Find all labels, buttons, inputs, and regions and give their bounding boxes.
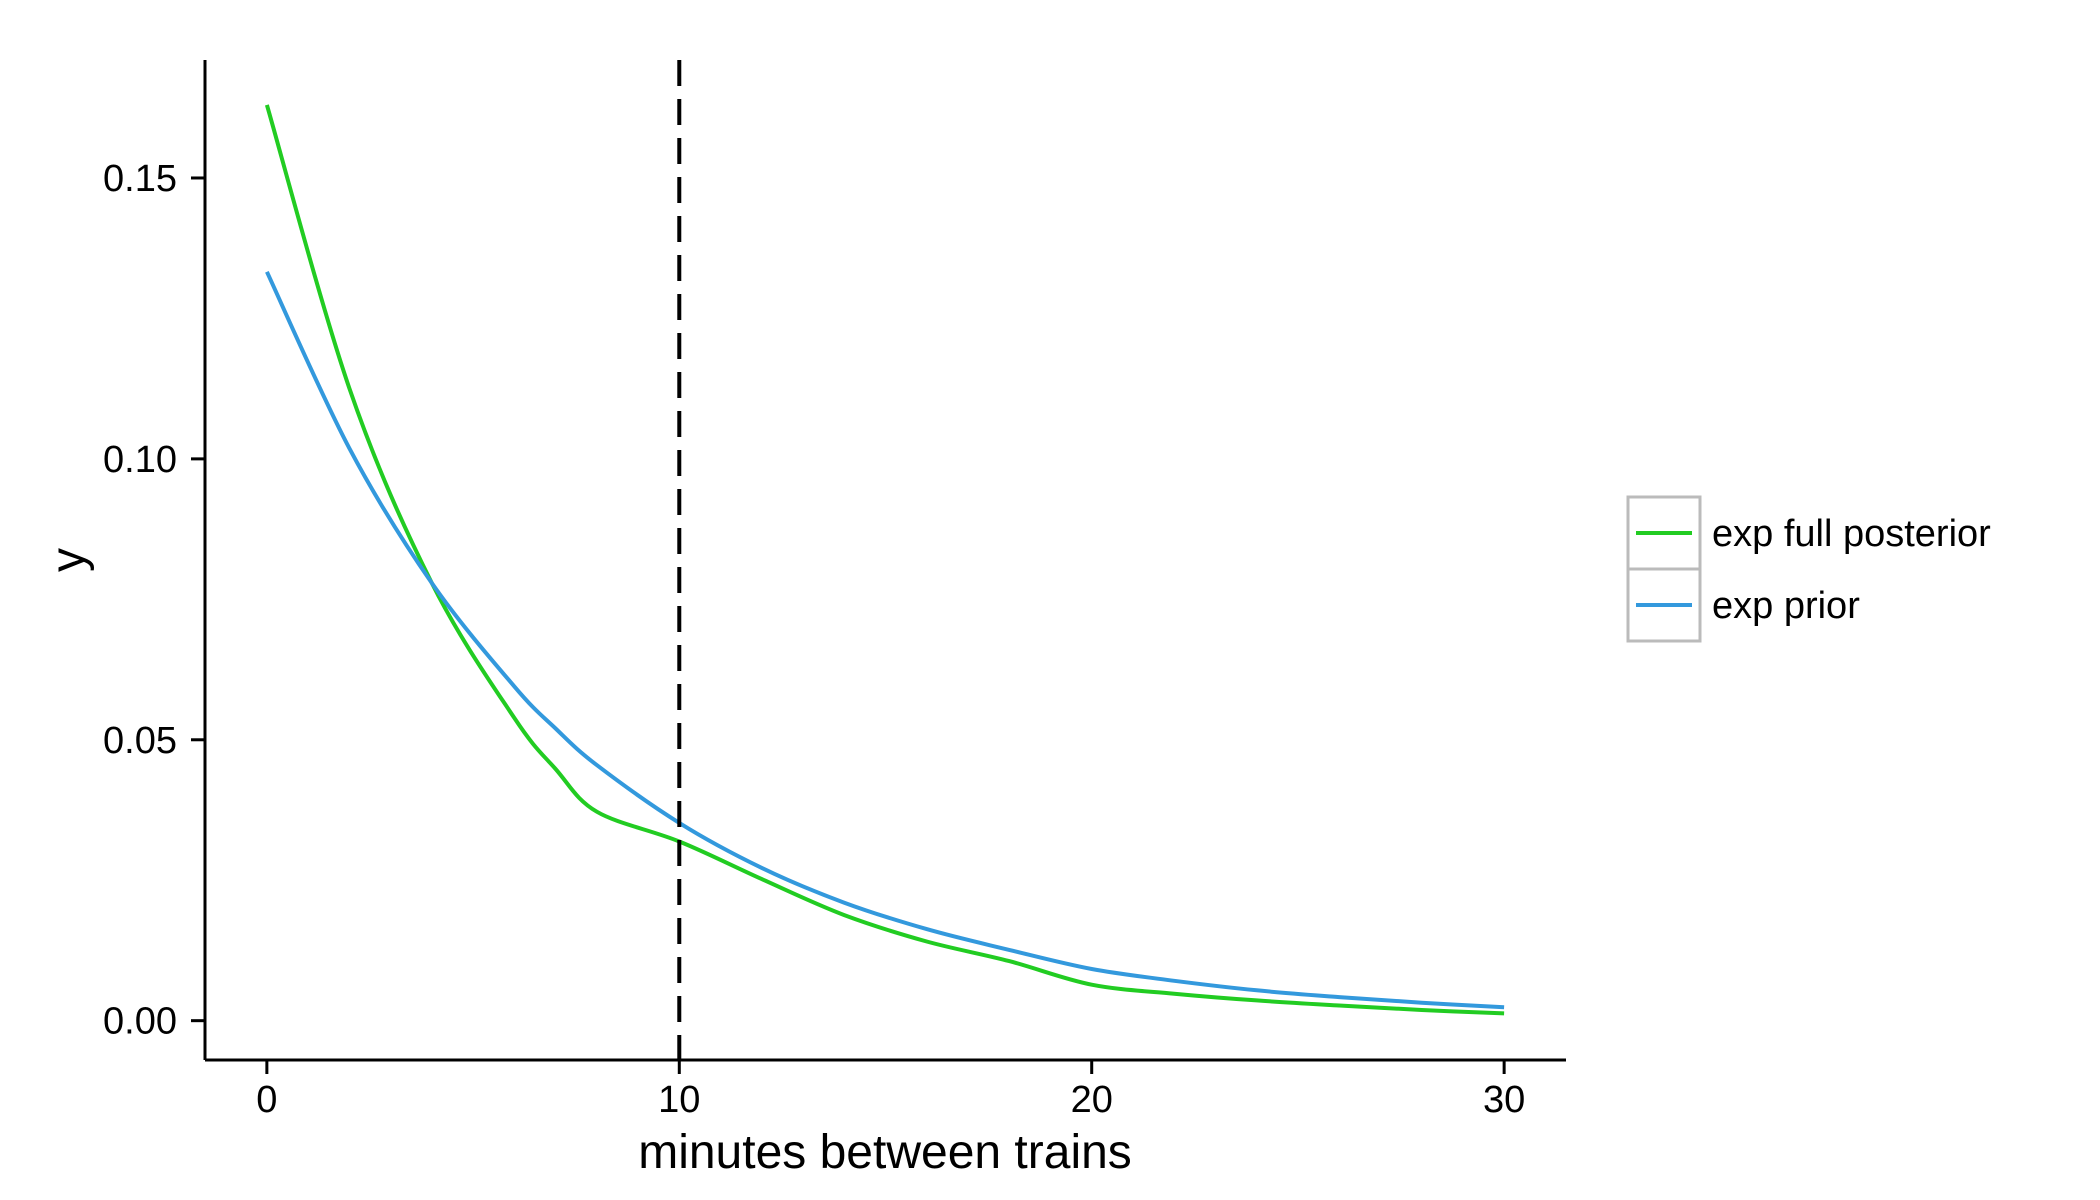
y-tick-label: 0.10: [103, 439, 177, 481]
series-lines: [264, 104, 1505, 1016]
x-axis-title: minutes between trains: [638, 1126, 1132, 1179]
x-tick-label: 0: [256, 1079, 277, 1121]
y-tick-label: 0.05: [103, 720, 177, 762]
y-axis-ticks: 0.00 0.05 0.10 0.15: [103, 158, 205, 1043]
x-tick-label: 30: [1483, 1079, 1525, 1121]
x-tick-label: 20: [1071, 1079, 1113, 1121]
series-line-exp-full-posterior: [264, 104, 1505, 1016]
x-tick-label: 10: [658, 1079, 700, 1121]
x-axis-ticks: 0 10 20 30: [256, 1060, 1525, 1121]
y-axis-title: y: [42, 548, 95, 572]
legend: exp full posterior exp prior: [1626, 495, 1991, 643]
plot-area: 0.00 0.05 0.10 0.15 0 10 20 30: [103, 60, 1566, 1121]
series-line-exp-prior: [265, 270, 1505, 1010]
legend-label-exp-prior: exp prior: [1712, 585, 1860, 627]
legend-label-exp-full-posterior: exp full posterior: [1712, 513, 1991, 555]
y-tick-label: 0.00: [103, 1001, 177, 1043]
y-tick-label: 0.15: [103, 158, 177, 200]
